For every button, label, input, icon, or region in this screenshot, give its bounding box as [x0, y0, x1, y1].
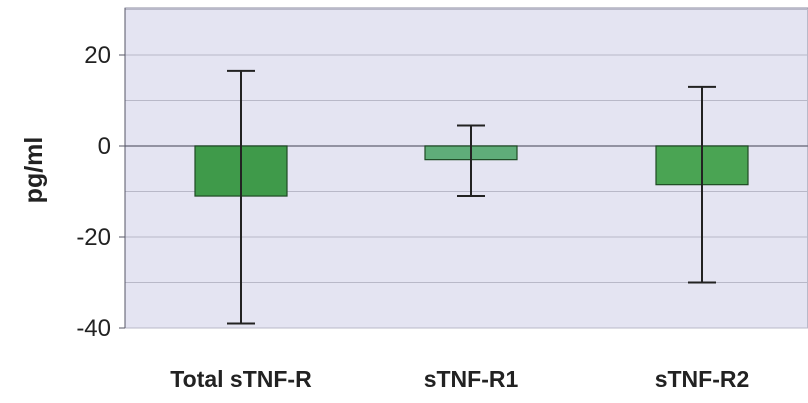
x-axis-labels: Total sTNF-R sTNF-R1 sTNF-R2 [170, 366, 749, 392]
x-category-label: Total sTNF-R [170, 366, 312, 392]
x-category-label: sTNF-R2 [655, 366, 750, 392]
y-tick-label: -40 [76, 315, 111, 342]
y-tick-label: 0 [98, 133, 111, 160]
x-category-label: sTNF-R1 [424, 366, 519, 392]
y-axis: 20 0 -20 -40 [76, 8, 125, 342]
y-axis-title: pg/ml [20, 137, 48, 204]
y-tick-label: -20 [76, 224, 111, 251]
y-tick-label: 20 [84, 42, 111, 69]
